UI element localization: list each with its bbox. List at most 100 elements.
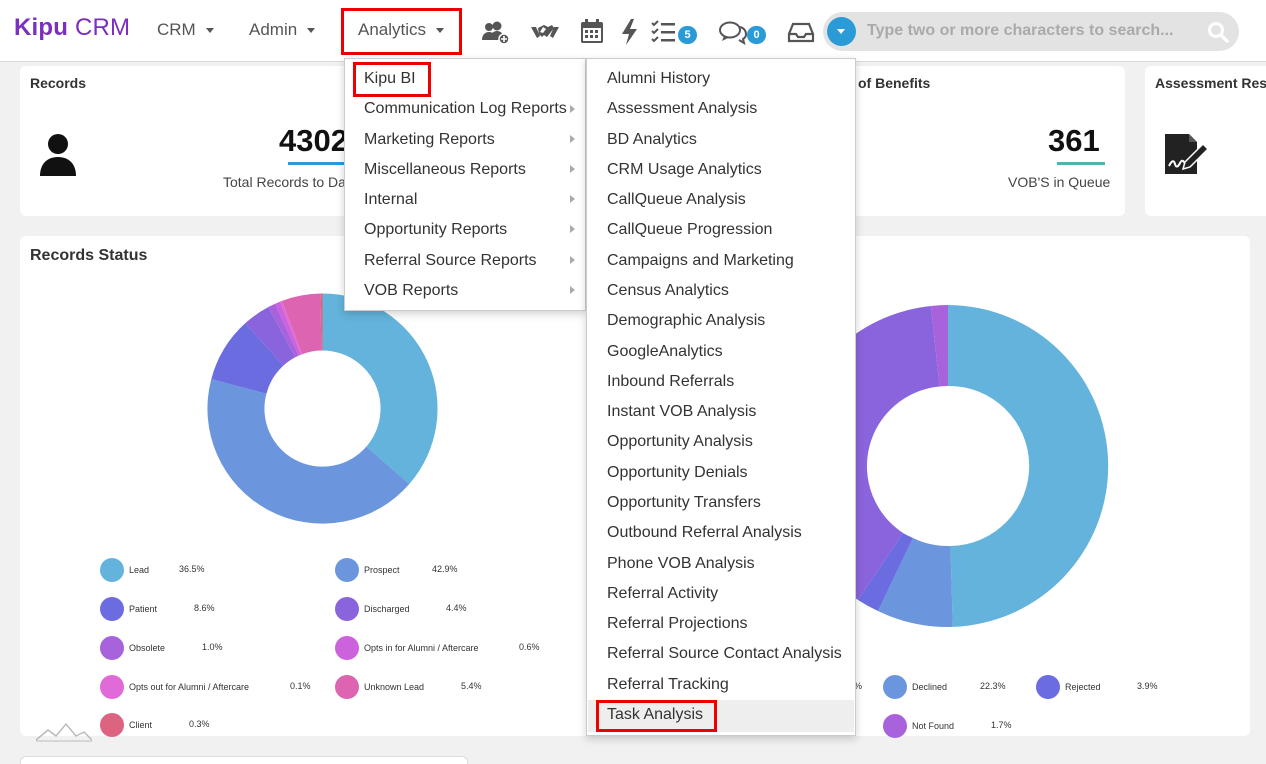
records-card-title: Records [30, 75, 87, 91]
legend-item-not-found[interactable]: Not Found [883, 714, 954, 738]
tasks-count-badge: 5 [678, 26, 697, 44]
benefits-card: of Benefits 361 VOB'S in Queue [850, 66, 1125, 216]
submenu-item-bd-analytics[interactable]: BD Analytics [607, 131, 697, 148]
submenu-item-census-analytics[interactable]: Census Analytics [607, 282, 729, 299]
submenu-item-referral-tracking[interactable]: Referral Tracking [607, 676, 729, 693]
top-navbar: Kipu CRM CRM Admin Analytics 5 0 [0, 0, 1266, 62]
submenu-item-googleanalytics[interactable]: GoogleAnalytics [607, 343, 723, 360]
total-records-label: Total Records to Date [223, 174, 358, 190]
global-search [823, 12, 1239, 51]
legend-item-patient[interactable]: Patient [100, 597, 157, 621]
search-scope-dropdown[interactable] [827, 17, 856, 46]
task-analysis-hover-bg [588, 700, 854, 732]
legend-item-client[interactable]: Client [100, 713, 152, 737]
submenu-item-callqueue-progression[interactable]: CallQueue Progression [607, 221, 773, 238]
donut-slice-prospect[interactable] [207, 379, 410, 524]
add-user-icon[interactable] [480, 18, 510, 46]
menu-item-kipu-bi[interactable]: Kipu BI [364, 70, 416, 87]
donut-slice-discharged[interactable] [245, 307, 296, 366]
legend-item-lead[interactable]: Lead [100, 558, 149, 582]
records-status-donut-chart [207, 293, 438, 524]
legend-pct-discharged: 4.4% [446, 603, 467, 613]
menu-item-vob-reports[interactable]: VOB Reports [364, 282, 459, 299]
submenu-item-demographic-analysis[interactable]: Demographic Analysis [607, 312, 766, 329]
chevron-down-icon [436, 28, 445, 34]
vob-donut-slice-rejected[interactable] [858, 533, 913, 611]
submenu-item-crm-usage-analytics[interactable]: CRM Usage Analytics [607, 161, 762, 178]
task-analysis-highlight-box [596, 700, 717, 732]
submenu-item-phone-vob-analysis[interactable]: Phone VOB Analysis [607, 555, 755, 572]
menu-item-opportunity-reports[interactable]: Opportunity Reports [364, 221, 508, 238]
legend-item-prospect[interactable]: Prospect [335, 558, 400, 582]
submenu-item-opportunity-analysis[interactable]: Opportunity Analysis [607, 433, 753, 450]
nav-analytics-menu[interactable]: Analytics [358, 20, 445, 40]
records-card: Records 4302 Total Records to Date [20, 66, 360, 216]
menu-item-communication-log-reports[interactable]: Communication Log Reports [364, 100, 567, 117]
submenu-item-inbound-referrals[interactable]: Inbound Referrals [607, 373, 735, 390]
donut-slice-unknown-lead[interactable] [282, 293, 322, 355]
assessment-card: Assessment Resp [1145, 66, 1266, 216]
submenu-item-opportunity-denials[interactable]: Opportunity Denials [607, 464, 748, 481]
legend-pct-opts-in: 0.6% [519, 642, 540, 652]
submenu-item-referral-activity[interactable]: Referral Activity [607, 585, 719, 602]
handshake-icon[interactable] [530, 18, 560, 46]
search-icon[interactable] [1207, 21, 1229, 43]
inbox-icon[interactable] [786, 18, 816, 46]
chevron-right-icon [570, 105, 575, 113]
search-input[interactable] [867, 20, 1187, 42]
donut-slice-opts-out[interactable] [279, 300, 303, 355]
legend-pct-patient: 8.6% [194, 603, 215, 613]
chat-icon[interactable] [718, 18, 748, 46]
submenu-item-referral-source-contact-analysis[interactable]: Referral Source Contact Analysis [607, 645, 842, 662]
submenu-item-outbound-referral-analysis[interactable]: Outbound Referral Analysis [607, 524, 802, 541]
menu-item-referral-source-reports[interactable]: Referral Source Reports [364, 252, 537, 269]
chevron-right-icon [570, 195, 575, 203]
nav-crm-menu[interactable]: CRM [157, 20, 214, 40]
submenu-item-alumni-history[interactable]: Alumni History [607, 70, 711, 87]
menu-item-miscellaneous-reports[interactable]: Miscellaneous Reports [364, 161, 526, 178]
legend-item-rejected[interactable]: Rejected [1036, 675, 1101, 699]
vob-donut-slice-declined[interactable] [878, 538, 953, 627]
submenu-item-callqueue-analysis[interactable]: CallQueue Analysis [607, 191, 746, 208]
legend-pct-unknown-lead: 5.4% [461, 681, 482, 691]
donut-slice-lead[interactable] [322, 293, 438, 485]
nav-admin-menu[interactable]: Admin [249, 20, 316, 40]
calendar-icon[interactable] [578, 18, 608, 46]
assessment-card-title: Assessment Resp [1155, 75, 1266, 91]
submenu-item-task-analysis[interactable]: Task Analysis [607, 706, 704, 723]
legend-item-opts-in[interactable]: Opts in for Alumni / Aftercare [335, 636, 479, 660]
submenu-item-instant-vob-analysis[interactable]: Instant VOB Analysis [607, 403, 757, 420]
kipu-bi-highlight-box [353, 62, 431, 97]
legend-item-declined[interactable]: Declined [883, 675, 947, 699]
bolt-icon[interactable] [616, 18, 646, 46]
legend-pct-prospect: 42.9% [432, 564, 458, 574]
kipu-crm-logo[interactable]: Kipu CRM [14, 14, 131, 41]
legend-item-unknown-lead[interactable]: Unknown Lead [335, 675, 424, 699]
chevron-right-icon [570, 135, 575, 143]
legend-pct-opts-out: 0.1% [290, 681, 311, 691]
vob-donut-slice-primary[interactable] [948, 305, 1109, 627]
donut-slice-opts-in[interactable] [275, 301, 301, 356]
vob-donut-slice-other[interactable] [830, 306, 940, 600]
donut-slice-patient[interactable] [211, 323, 284, 394]
tasks-list-icon[interactable] [650, 18, 680, 46]
legend-item-discharged[interactable]: Discharged [335, 597, 410, 621]
menu-item-marketing-reports[interactable]: Marketing Reports [364, 131, 495, 148]
submenu-item-referral-projections[interactable]: Referral Projections [607, 615, 748, 632]
total-records-value: 4302 [279, 123, 348, 158]
legend-item-obsolete[interactable]: Obsolete [100, 636, 165, 660]
signature-document-icon [1163, 132, 1211, 176]
donut-slice-obsolete[interactable] [268, 303, 299, 358]
chevron-down-icon [307, 28, 316, 34]
legend-pct-declined: 22.3% [980, 681, 1006, 691]
donut-slice-client[interactable] [320, 293, 323, 351]
legend-item-opts-out[interactable]: Opts out for Alumni / Aftercare [100, 675, 249, 699]
bottom-card-left [20, 756, 468, 764]
vob-donut-slice-not-found[interactable] [931, 305, 948, 387]
submenu-item-opportunity-transfers[interactable]: Opportunity Transfers [607, 494, 761, 511]
submenu-item-assessment-analysis[interactable]: Assessment Analysis [607, 100, 758, 117]
menu-item-internal[interactable]: Internal [364, 191, 418, 208]
submenu-item-campaigns-and-marketing[interactable]: Campaigns and Marketing [607, 252, 794, 269]
sparkline-decoration [36, 722, 92, 742]
chevron-down-icon [205, 28, 214, 34]
